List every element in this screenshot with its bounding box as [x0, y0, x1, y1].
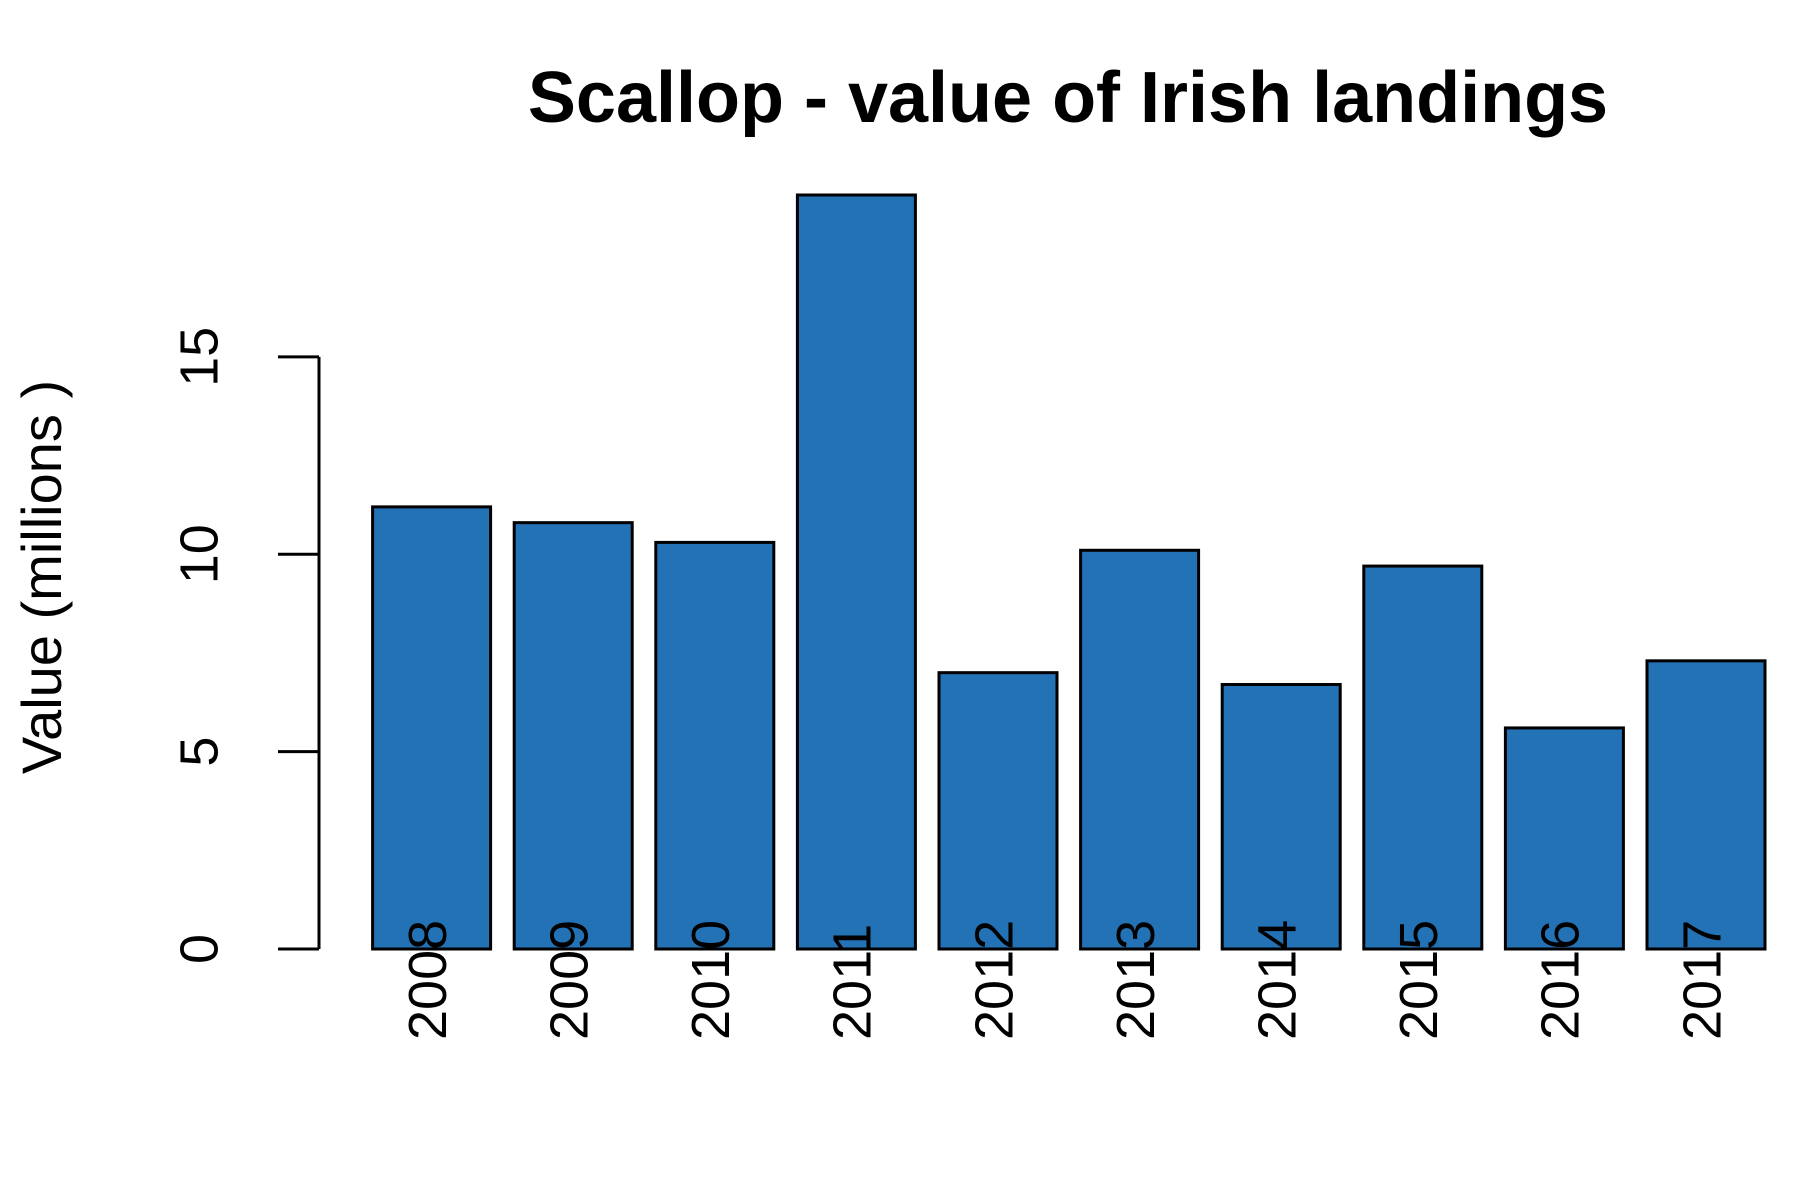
y-tick-label: 15: [169, 327, 229, 387]
bar: [654, 540, 776, 951]
bar: [795, 193, 917, 951]
x-tick-label: 2013: [1106, 920, 1166, 1040]
x-tick-label: 2014: [1247, 920, 1307, 1040]
bar: [1362, 564, 1484, 951]
chart-title: Scallop - value of Irish landings: [528, 58, 1608, 138]
x-tick-label: 2011: [823, 924, 883, 1040]
bar: [1220, 683, 1342, 951]
x-tick-label: 2008: [398, 920, 458, 1040]
y-tick-label: 5: [169, 737, 229, 767]
y-axis-label: Value (millions ): [10, 380, 73, 774]
x-tick-label: 2016: [1531, 920, 1591, 1040]
bar: [937, 671, 1059, 951]
x-tick-label: 2010: [681, 920, 741, 1040]
bar: [1079, 548, 1201, 951]
y-tick-label: 0: [169, 934, 229, 964]
x-tick-label: 2017: [1672, 920, 1732, 1040]
bar: [371, 505, 493, 951]
y-tick-label: 10: [169, 524, 229, 584]
x-tick-label: 2015: [1389, 920, 1449, 1040]
x-tick-label: 2009: [539, 920, 599, 1040]
x-tick-label: 2012: [964, 920, 1024, 1040]
bar: [1503, 726, 1625, 951]
bar: [512, 521, 634, 951]
bar: [1645, 659, 1767, 951]
